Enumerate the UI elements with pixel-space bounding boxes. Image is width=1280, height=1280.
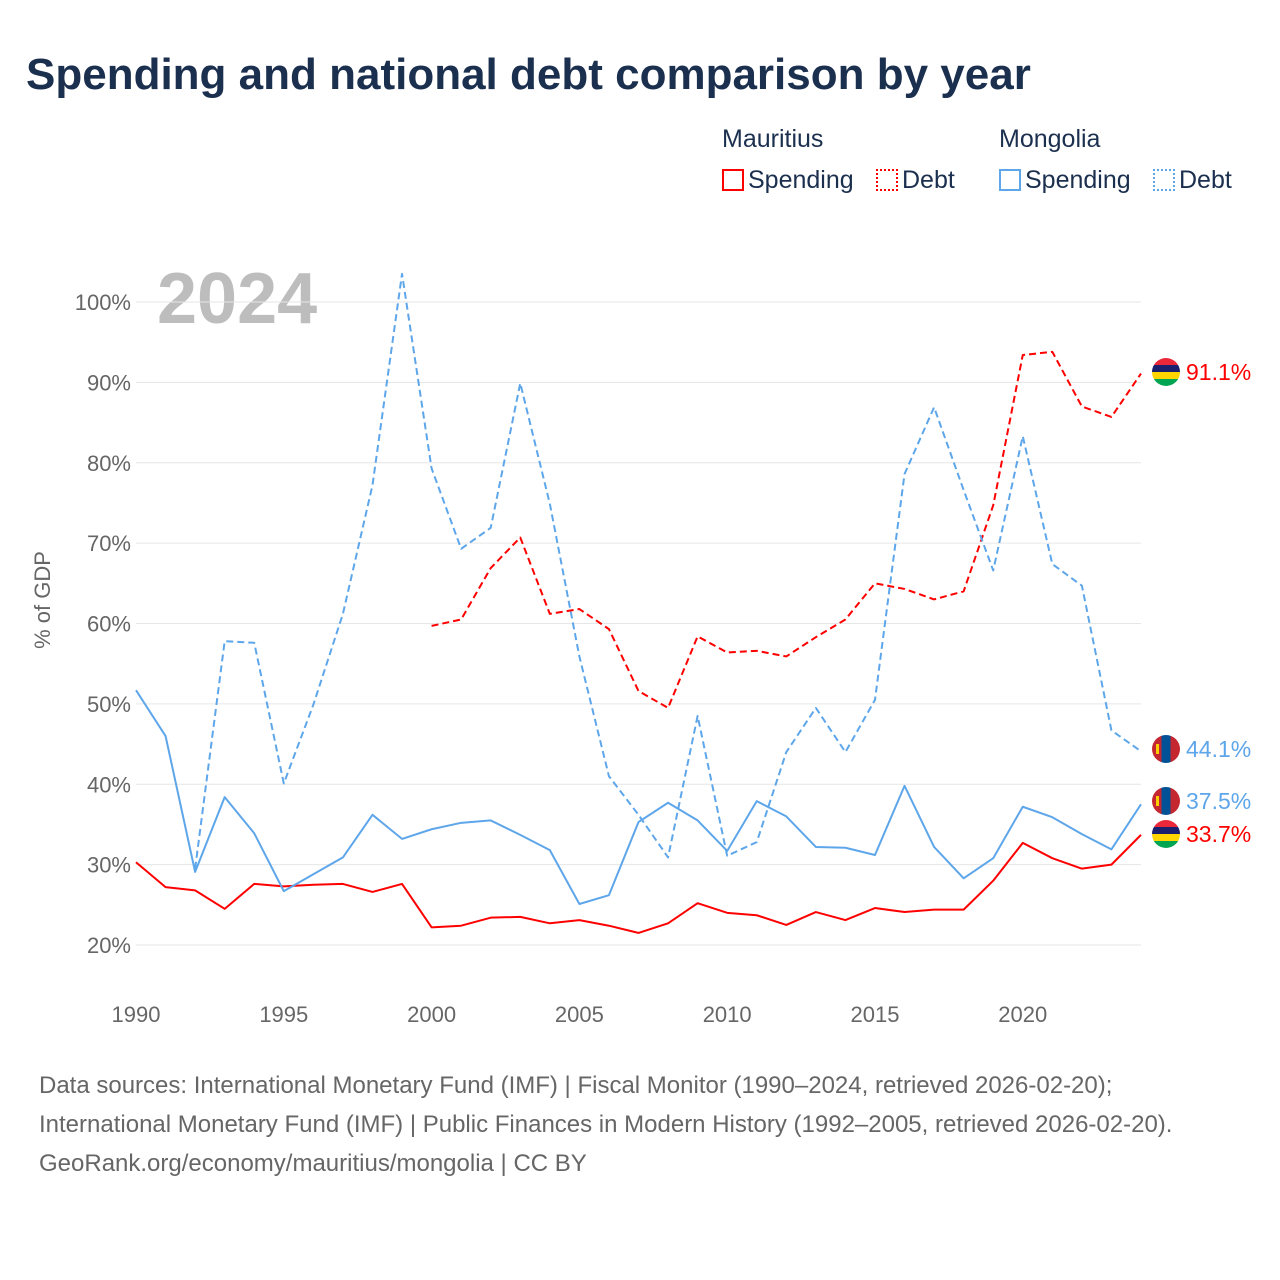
x-tick-label: 2000: [407, 1002, 456, 1027]
line-chart: 2024 20% 30% 40% 50% 60% 70% 80% 90% 100% 1990 1995…: [30, 259, 1251, 1027]
credit-link[interactable]: GeoRank.org/economy/mauritius/mongolia |…: [39, 1150, 587, 1177]
end-value-label: 33.7%: [1186, 821, 1251, 847]
x-tick-label: 1990: [112, 1002, 161, 1027]
y-axis-label: % of GDP: [30, 551, 55, 649]
series-line-mauritius-spending: [135, 834, 1142, 934]
solid-swatch-icon: [722, 169, 744, 191]
chart-title: Spending and national debt comparison by…: [26, 50, 1031, 99]
y-tick-label: 20%: [87, 933, 131, 958]
legend-mongolia-debt[interactable]: Debt: [1153, 166, 1232, 195]
year-watermark: 2024: [157, 259, 317, 339]
x-tick-label: 1995: [259, 1002, 308, 1027]
y-tick-label: 50%: [87, 692, 131, 717]
mauritius-flag-icon: [1152, 820, 1180, 848]
legend-country-mongolia: Mongolia: [999, 125, 1101, 153]
legend-mongolia-spending[interactable]: Spending: [999, 166, 1131, 195]
x-tick-label: 2010: [703, 1002, 752, 1027]
end-value-label: 91.1%: [1186, 359, 1251, 385]
legend-mauritius-spending[interactable]: Spending: [722, 166, 854, 195]
mongolia-flag-icon: [1152, 735, 1180, 763]
mongolia-flag-icon: [1152, 787, 1180, 815]
legend-label: Spending: [1025, 166, 1131, 194]
y-tick-label: 60%: [87, 612, 131, 637]
legend-label: Debt: [1179, 166, 1232, 194]
y-tick-label: 90%: [87, 370, 131, 395]
x-tick-label: 2005: [555, 1002, 604, 1027]
legend-label: Spending: [748, 166, 854, 194]
y-tick-label: 40%: [87, 772, 131, 797]
x-tick-label: 2015: [850, 1002, 899, 1027]
data-sources: Data sources: International Monetary Fun…: [39, 1072, 1173, 1138]
y-tick-label: 70%: [87, 531, 131, 556]
dotted-swatch-icon: [1153, 169, 1175, 191]
legend-country-mauritius: Mauritius: [722, 125, 824, 153]
y-tick-label: 30%: [87, 853, 131, 878]
legend-label: Debt: [902, 166, 955, 194]
series-line-mongolia-spending: [135, 689, 1142, 906]
y-tick-label: 80%: [87, 451, 131, 476]
end-value-label: 44.1%: [1186, 736, 1251, 762]
y-tick-label: 100%: [75, 290, 131, 315]
mauritius-flag-icon: [1152, 358, 1180, 386]
series-line-mongolia-debt: [194, 272, 1142, 869]
x-tick-label: 2020: [998, 1002, 1047, 1027]
dotted-swatch-icon: [876, 169, 898, 191]
legend-mauritius-debt[interactable]: Debt: [876, 166, 955, 195]
end-value-label: 37.5%: [1186, 788, 1251, 814]
solid-swatch-icon: [999, 169, 1021, 191]
series-line-mauritius-debt: [431, 350, 1142, 709]
footer: Data sources: International Monetary Fun…: [39, 1066, 1239, 1183]
